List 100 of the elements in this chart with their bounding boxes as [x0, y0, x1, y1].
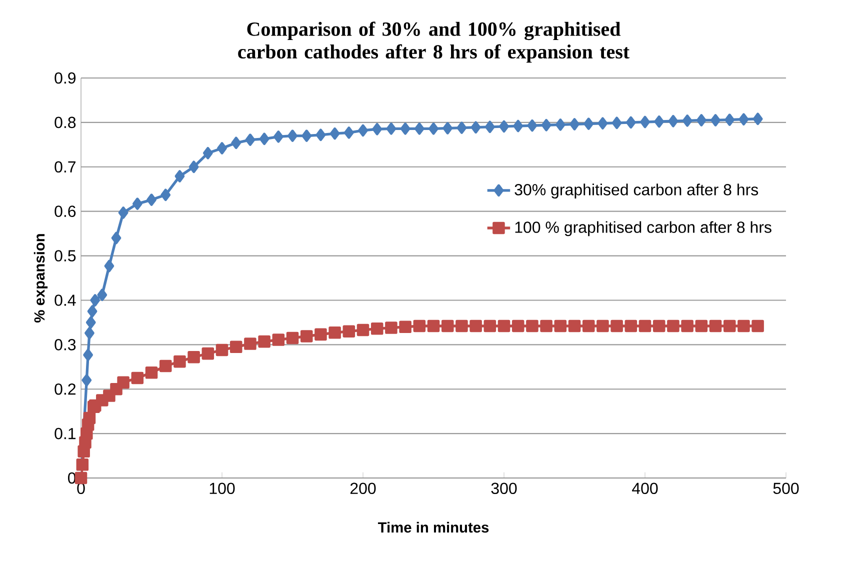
- point: [752, 112, 763, 126]
- point: [654, 115, 664, 128]
- y-tick-label: 0.5: [54, 250, 76, 262]
- y-tick-label: 0.3: [54, 339, 76, 350]
- point: [202, 347, 214, 360]
- point: [527, 119, 538, 132]
- point: [738, 113, 749, 126]
- point: [118, 206, 128, 219]
- point: [117, 376, 130, 389]
- point: [131, 372, 144, 384]
- point: [498, 320, 510, 332]
- chart-title: Comparison of 30% and 100% graphitised carbon cathodes after 8 hrs of expansion test: [238, 22, 630, 63]
- point: [188, 160, 199, 174]
- point: [652, 320, 666, 332]
- point: [681, 320, 694, 332]
- point: [111, 232, 122, 244]
- y-tick-label: 0.8: [54, 116, 76, 128]
- point: [272, 334, 285, 346]
- point: [300, 330, 313, 342]
- point: [159, 360, 172, 372]
- point: [709, 320, 722, 332]
- point: [513, 120, 524, 132]
- x-tick-label: 200: [350, 482, 376, 494]
- point: [610, 320, 623, 332]
- point: [83, 412, 96, 424]
- point: [441, 320, 454, 332]
- point: [568, 320, 581, 332]
- point: [626, 116, 636, 129]
- point: [84, 326, 94, 340]
- point: [302, 130, 312, 142]
- point: [258, 335, 270, 348]
- point: [273, 130, 284, 143]
- point: [90, 294, 100, 306]
- point: [372, 122, 382, 136]
- point: [146, 194, 156, 206]
- point: [682, 114, 692, 127]
- x-tick-label: 100: [210, 482, 235, 494]
- point: [104, 260, 114, 272]
- point: [330, 127, 340, 140]
- point: [385, 322, 398, 334]
- point: [638, 320, 652, 332]
- point: [484, 120, 495, 134]
- point: [582, 320, 595, 332]
- point: [710, 114, 720, 126]
- y-tick-label: 0.1: [54, 428, 76, 440]
- point: [695, 320, 708, 332]
- point: [598, 117, 608, 130]
- point: [512, 320, 524, 332]
- point: [526, 320, 538, 332]
- y-tick-label: 0.7: [54, 161, 76, 173]
- y-tick-label: 0.4: [54, 294, 76, 306]
- point: [400, 122, 410, 135]
- point: [231, 136, 242, 150]
- point: [570, 118, 580, 130]
- point: [442, 122, 453, 134]
- y-tick-label: 0.9: [54, 72, 76, 84]
- point: [328, 326, 341, 339]
- point: [316, 128, 326, 142]
- point: [358, 124, 368, 137]
- point: [132, 198, 142, 210]
- point: [428, 122, 438, 135]
- point: [344, 126, 354, 139]
- point: [370, 322, 384, 335]
- point: [160, 188, 171, 202]
- point: [399, 320, 412, 334]
- point: [288, 130, 298, 142]
- point: [640, 116, 650, 128]
- y-tick-label: 0.6: [54, 206, 76, 217]
- y-axis-title: % expansion: [34, 234, 48, 322]
- point: [83, 348, 93, 362]
- point: [76, 458, 89, 471]
- point: [356, 324, 370, 336]
- point: [470, 121, 481, 134]
- point: [216, 344, 228, 356]
- point: [541, 118, 552, 132]
- point: [87, 305, 98, 318]
- point: [286, 332, 299, 344]
- point: [738, 320, 750, 332]
- point: [427, 320, 440, 332]
- point: [82, 374, 92, 386]
- x-tick-label: 500: [773, 482, 799, 494]
- point: [342, 325, 356, 338]
- point: [188, 350, 200, 364]
- point: [245, 134, 256, 146]
- x-tick-label: 400: [632, 482, 658, 494]
- legend-label: 30% graphitised carbon after 8 hrs: [514, 184, 758, 199]
- point: [97, 288, 108, 302]
- point: [484, 320, 496, 332]
- point: [612, 116, 622, 130]
- point: [540, 320, 552, 332]
- point: [584, 118, 594, 130]
- point: [314, 328, 327, 341]
- point: [174, 355, 186, 368]
- point: [470, 320, 482, 332]
- point: [174, 170, 185, 182]
- point: [723, 320, 736, 332]
- point: [624, 320, 638, 332]
- point: [202, 146, 213, 160]
- point: [555, 118, 566, 131]
- y-tick-label: 0.2: [54, 383, 76, 395]
